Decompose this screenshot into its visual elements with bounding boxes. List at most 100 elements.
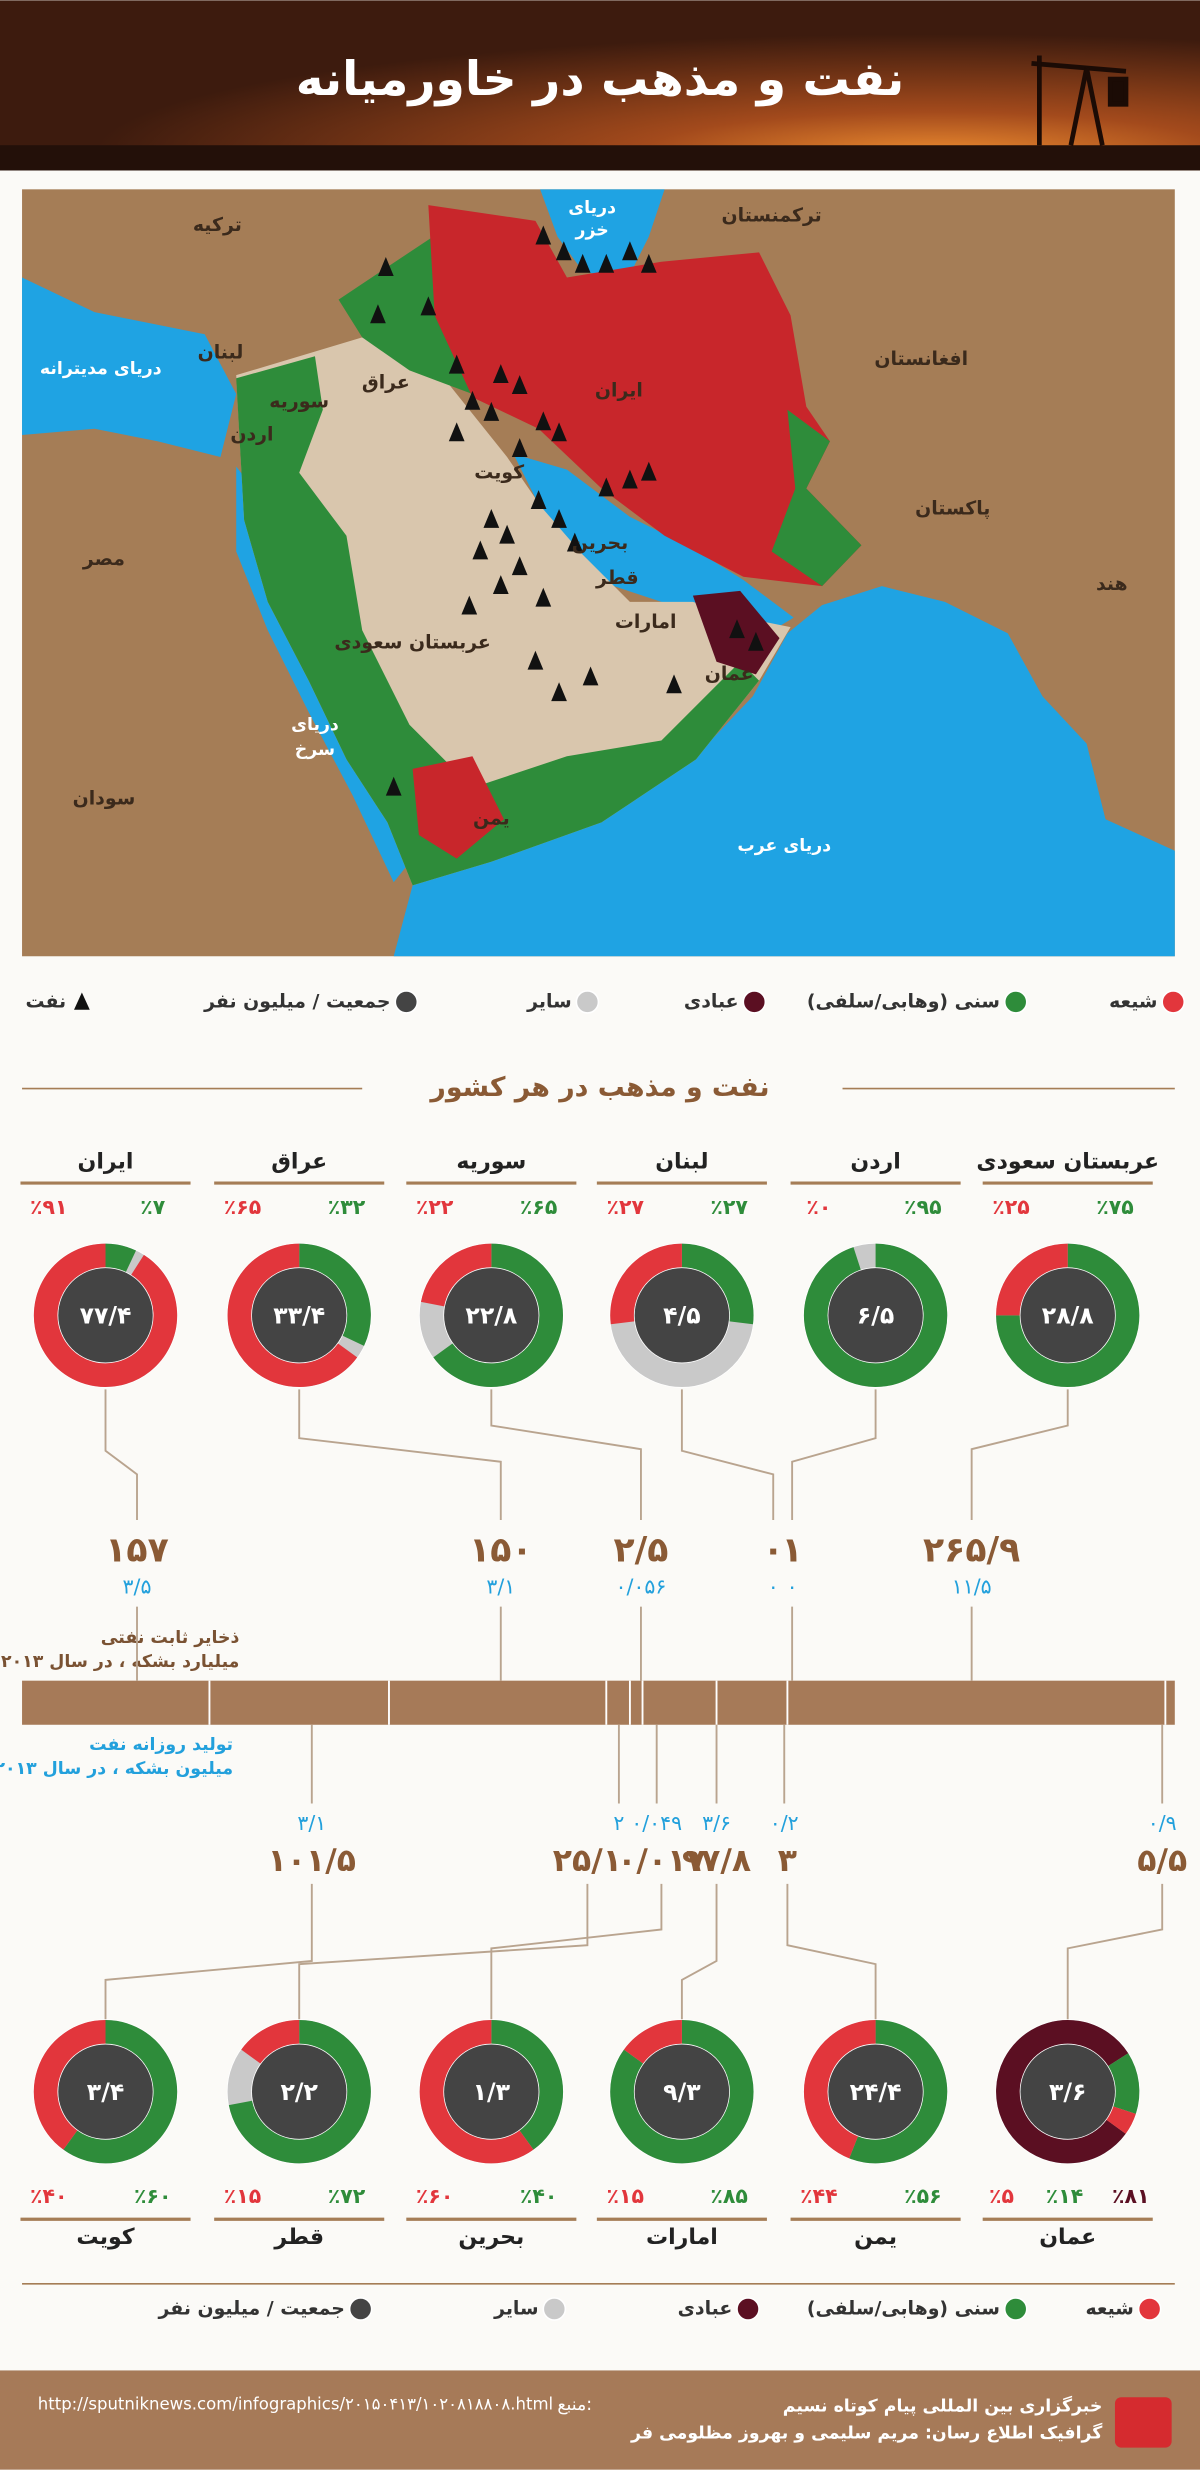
sunni-percent: ٪۶۰ — [134, 2184, 171, 2208]
oil-icon — [461, 595, 478, 615]
sunni-percent: ٪۳۲ — [328, 1195, 366, 1219]
sunni-segment — [681, 1243, 754, 1325]
section-title: نفت و مذهب در هر کشور — [428, 1072, 769, 1103]
sunni-segment — [849, 2020, 948, 2164]
map-label: اردن — [230, 423, 273, 445]
map: ترکیه ترکمنستان دریای خزر دریای مدیترانه… — [22, 189, 1175, 957]
legend-swatch — [1137, 2297, 1162, 2321]
legend-swatch — [736, 2297, 760, 2321]
connector — [680, 1389, 775, 1521]
title: نفت و مذهب در خاورمیانه — [296, 52, 905, 107]
oil-icon — [535, 411, 552, 431]
legend-label: شیعه — [1085, 2298, 1133, 2320]
legend-label: جمعیت / میلیون نفر — [203, 990, 390, 1012]
footer-source-url: http://sputniknews.com/infographics/۲۰۱۵… — [38, 2395, 553, 2414]
country-name: بحرین — [458, 2225, 524, 2250]
footer-agency: خبرگزاری بین المللی پیام کوتاه نسیم — [783, 2396, 1103, 2417]
sunni-segment — [610, 2020, 754, 2164]
production-unit: میلیون بشکه ، در سال ۲۰۱۳ — [0, 1759, 233, 1779]
shia-percent: ٪۲۷ — [606, 1195, 644, 1219]
legend-swatch — [1161, 990, 1186, 1014]
oil-icon — [598, 477, 615, 497]
legend-label: جمعیت / میلیون نفر — [158, 2298, 345, 2320]
ibadi-segment — [996, 2020, 1129, 2164]
legend-swatch — [575, 990, 600, 1014]
sunni-segment — [433, 1243, 563, 1387]
map-label: دریای عرب — [737, 836, 831, 856]
shia-segment — [33, 1243, 178, 1387]
oil-icon — [640, 461, 657, 481]
legend-label: سایر — [526, 990, 571, 1012]
oil-icon — [622, 469, 638, 489]
oil-reserves: ۲۵/۱ — [553, 1843, 622, 1879]
map-label: سوریه — [269, 390, 329, 412]
shia-segment — [803, 2020, 877, 2159]
country-name: عربستان سعودی — [976, 1150, 1159, 1175]
population: ۳۳/۴ — [273, 1301, 325, 1329]
legend: شیعه سنی (وهابی/سلفی) عبادی سایر جمعیت / میل… — [158, 2297, 1162, 2321]
shia-segment — [419, 2020, 534, 2164]
oil-icon — [420, 296, 437, 316]
oil-icon — [448, 422, 465, 442]
connector — [791, 1389, 877, 1521]
sunni-percent: ٪۷۵ — [1096, 1195, 1133, 1219]
population: ۶/۵ — [857, 1301, 894, 1329]
population-circle — [444, 2044, 539, 2139]
population-circle — [251, 2044, 347, 2139]
oil-reserves: ۲/۵ — [613, 1531, 668, 1571]
oil-production: ۳/۱ — [297, 1811, 326, 1835]
population-circle — [444, 1268, 539, 1363]
oil-icon — [535, 587, 552, 607]
oil-icon — [535, 225, 552, 245]
population: ۳/۴ — [87, 2078, 124, 2106]
legend-swatch — [1003, 2297, 1028, 2321]
oil-production: ۰/۰۴۹ — [631, 1811, 682, 1835]
population: ۷۷/۴ — [80, 1301, 132, 1329]
oil-production: ۰ — [787, 1575, 798, 1599]
legend-label: سنی (وهابی/سلفی) — [807, 2298, 1000, 2320]
oil-reserves: ۹۷/۸ — [682, 1843, 751, 1879]
oil-icon — [483, 509, 500, 528]
sunni-segment — [105, 1243, 137, 1273]
oil-production: ۲ — [613, 1811, 624, 1835]
sunni-percent: ٪۵۶ — [904, 2184, 941, 2208]
population: ۳/۶ — [1049, 2078, 1086, 2106]
population-circle — [58, 2044, 153, 2139]
oil-production: ۳/۱ — [486, 1575, 515, 1599]
shia-percent: ٪۴۴ — [800, 2184, 837, 2208]
connector — [1066, 1883, 1164, 2020]
connector — [298, 1883, 589, 2020]
legend-swatch — [1003, 990, 1028, 1014]
connector — [680, 1883, 718, 2020]
connector — [970, 1389, 1069, 1521]
oil-icon — [472, 540, 489, 560]
map-label: ترکیه — [193, 214, 242, 236]
country-name: سوریه — [456, 1150, 526, 1175]
legend: شیعه سنی (وهابی/سلفی) عبادی سایر جمعیت / میل… — [25, 990, 1186, 1014]
sunni-percent: ٪۱۴ — [1046, 2184, 1083, 2208]
map-label: سودان — [73, 787, 136, 809]
population: ۴/۵ — [663, 1301, 700, 1329]
shia-percent: ٪۱۵ — [224, 2184, 261, 2208]
map-label: ایران — [595, 379, 643, 401]
footer-credits: گرافیک اطلاع رسان: مریم سلیمی و بهروز مظ… — [630, 2422, 1103, 2443]
shia-percent: ٪۱۵ — [606, 2184, 643, 2208]
oil-production: ۳/۶ — [702, 1811, 731, 1835]
oil-reserves: ۱ — [782, 1531, 803, 1571]
map-label: عراق — [362, 372, 410, 394]
shia-percent: ٪۲۲ — [416, 1195, 454, 1219]
map-label: سرخ — [295, 740, 335, 760]
connector — [490, 1389, 642, 1521]
map-label: لبنان — [198, 342, 244, 364]
shia-percent: ٪۹۱ — [30, 1195, 67, 1219]
oil-icon — [598, 253, 615, 273]
shia-segment — [420, 1243, 492, 1307]
oil-icon — [483, 401, 500, 421]
reserves-label: ذخایر ثابت نفتی — [101, 1628, 240, 1648]
sunni-percent: ٪۴۰ — [520, 2184, 557, 2208]
shia-segment — [996, 1243, 1069, 1316]
map-label: بحرین — [572, 532, 629, 554]
oil-icon — [492, 364, 509, 384]
